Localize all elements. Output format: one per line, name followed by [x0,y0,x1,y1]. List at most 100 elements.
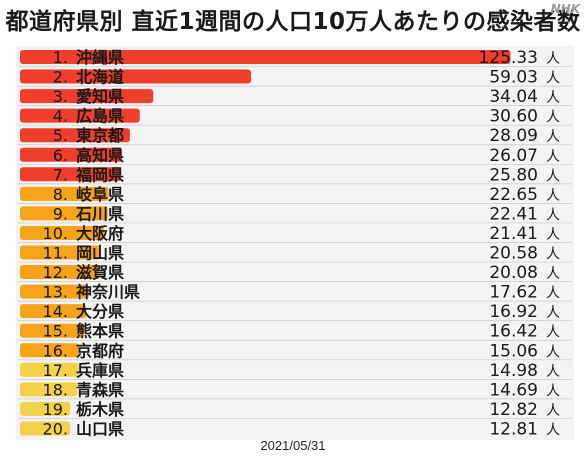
prefecture-label: 北海道 [76,68,124,87]
unit-label: 人 [546,364,560,380]
rank-label: 4. [53,107,68,126]
value-label: 12.81 [489,419,538,439]
prefecture-label: 青森県 [76,380,124,399]
unit-label: 人 [546,286,560,302]
unit-label: 人 [546,227,560,243]
unit-label: 人 [546,266,560,282]
rank-label: 6. [53,146,68,165]
bar-chart: 1. 沖縄県 125.33 人 2. 北海道 59.03 人 3. 愛知県 34.04 人 4. 広島県 3… [18,48,572,439]
rank-label: 14. [43,302,68,321]
prefecture-label: 東京都 [76,126,124,145]
bar [20,284,89,299]
rank-label: 2. [53,68,68,87]
prefecture-label: 沖縄県 [76,48,124,67]
bar [20,225,104,240]
value-label: 22.41 [489,204,538,224]
rank-label: 18. [43,380,68,399]
value-label: 125.33 [479,48,538,68]
unit-label: 人 [546,325,560,341]
value-label: 30.60 [489,107,538,127]
bar [20,108,140,123]
unit-label: 人 [546,188,560,204]
bar [20,167,121,182]
value-label: 25.80 [489,165,538,185]
value-label: 26.07 [489,146,538,166]
value-label: 15.06 [489,341,538,361]
prefecture-label: 栃木県 [76,400,124,419]
rank-label: 7. [53,165,68,184]
rank-label: 13. [43,283,68,302]
rank-label: 9. [53,204,68,223]
bar [20,69,252,84]
unit-label: 人 [546,344,560,360]
prefecture-label: 京都府 [76,341,124,360]
unit-label: 人 [546,149,560,165]
rank-label: 17. [43,361,68,380]
value-label: 16.92 [489,302,538,322]
value-label: 12.82 [489,400,538,420]
bar [20,304,87,319]
value-label: 14.98 [489,361,538,381]
unit-label: 人 [546,90,560,106]
unit-label: 人 [546,305,560,321]
prefecture-label: 高知県 [76,146,124,165]
prefecture-label: 兵庫県 [76,361,124,380]
prefecture-label: 石川県 [75,204,124,223]
rank-label: 15. [43,322,68,341]
bar [20,421,71,436]
rank-label: 3. [53,87,68,106]
value-label: 17.62 [489,283,538,303]
bar [20,245,101,260]
bar [20,186,109,201]
bar [20,382,78,397]
bar [20,362,79,377]
watermark-logo: NHK [550,2,580,16]
bar [20,89,154,104]
rank-label: 1. [53,48,68,67]
value-label: 20.08 [489,263,538,283]
prefecture-label: 熊本県 [76,322,124,341]
unit-label: 人 [546,383,560,399]
prefecture-label: 大分県 [76,302,124,321]
rank-label: 11. [43,244,68,263]
bar [20,147,123,162]
unit-label: 人 [546,71,560,87]
rank-label: 10. [43,224,68,243]
rank-label: 20. [43,419,68,438]
bar [20,343,79,358]
prefecture-label: 広島県 [76,107,124,126]
unit-label: 人 [546,129,560,145]
value-label: 34.04 [489,87,538,107]
value-label: 14.69 [489,380,538,400]
rank-label: 12. [43,263,68,282]
unit-label: 人 [546,51,560,67]
rank-label: 16. [43,341,68,360]
bar [20,401,71,416]
value-label: 20.58 [489,244,538,264]
bar [20,323,85,338]
value-label: 22.65 [489,185,538,205]
unit-label: 人 [546,168,560,184]
prefecture-label: 愛知県 [76,87,124,106]
value-label: 16.42 [489,322,538,342]
rank-label: 19. [43,400,68,419]
unit-label: 人 [546,403,560,419]
prefecture-label: 大阪府 [76,224,124,243]
prefecture-label: 福岡県 [75,165,124,184]
prefecture-label: 山口県 [76,419,124,438]
bar [20,50,511,64]
chart-title: 都道府県別 直近1週間の人口10万人あたりの感染者数 [5,9,581,35]
date-label: 2021/05/31 [260,438,326,453]
rank-label: 5. [53,126,68,145]
unit-label: 人 [546,247,560,263]
rank-label: 8. [53,185,68,204]
bar [20,128,130,143]
unit-label: 人 [546,207,560,223]
prefecture-label: 神奈川県 [76,283,140,302]
bar [20,206,108,221]
unit-label: 人 [546,110,560,126]
prefecture-label: 滋賀県 [76,263,124,282]
value-label: 21.41 [489,224,538,244]
prefecture-label: 岡山県 [76,244,124,263]
unit-label: 人 [546,422,560,438]
